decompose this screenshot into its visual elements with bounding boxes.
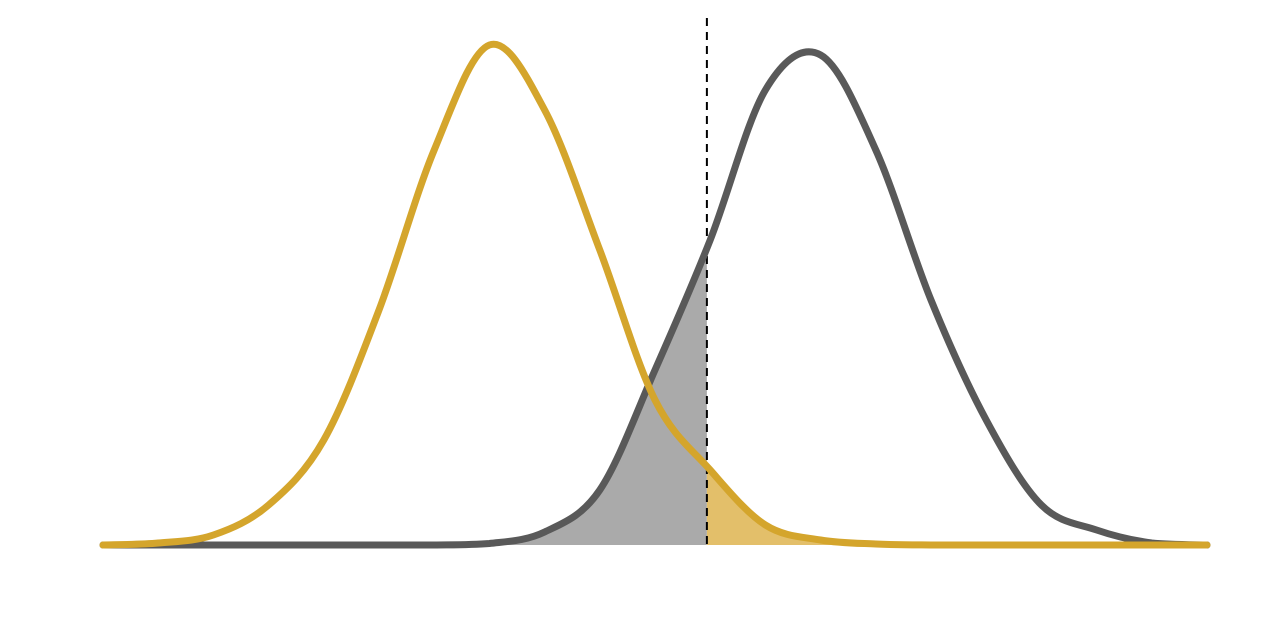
density-line [99,48,1211,549]
shaded-area [706,466,1207,546]
shaded-area [103,248,707,546]
density-line [99,40,1211,549]
